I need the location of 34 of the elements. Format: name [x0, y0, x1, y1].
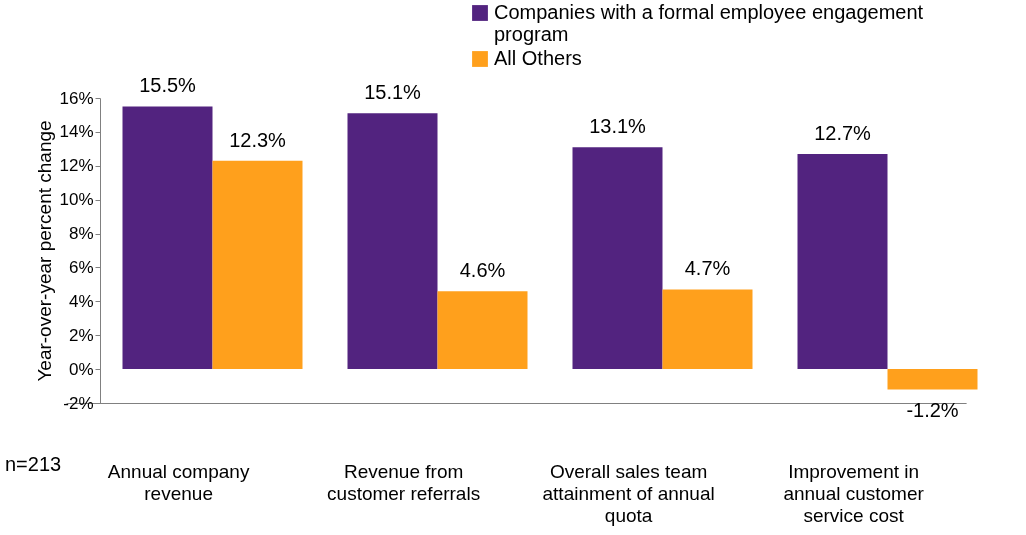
data-label: 12.7% [814, 121, 872, 144]
y-tick-label: 10% [59, 190, 94, 210]
y-tick-label: -2% [63, 393, 94, 413]
x-tick-label: Annual company revenue [107, 461, 250, 505]
data-label: 15.5% [139, 74, 197, 97]
text: n=213 [5, 453, 62, 475]
data-label: 4.7% [684, 257, 731, 280]
data-label: 13.1% [589, 115, 647, 138]
legend-label: Companies with a formal employee engagement program [494, 1, 924, 45]
bar [662, 289, 753, 370]
x-tick-label: Revenue from customer referrals [327, 461, 481, 505]
bar [212, 160, 303, 370]
bar [572, 147, 663, 370]
y-tick-label: 16% [59, 88, 94, 108]
y-tick-label: 4% [68, 291, 94, 311]
x-tick-label: Improvement in annual customer service cost [783, 461, 925, 527]
data-label: 4.6% [459, 259, 506, 282]
bar [797, 153, 888, 370]
data-label: 15.1% [364, 81, 422, 104]
bar [347, 113, 438, 370]
y-tick-label: 14% [59, 122, 94, 142]
y-tick-label: 12% [59, 156, 94, 176]
bar [122, 106, 213, 370]
bar [437, 291, 528, 370]
bar [887, 369, 978, 390]
y-tick-label: 0% [68, 359, 94, 379]
data-label: 12.3% [229, 128, 287, 151]
legend-label: All Others [494, 47, 582, 69]
y-tick-label: 8% [68, 224, 94, 244]
y-axis-title: Year-over-year percent change [34, 120, 56, 382]
y-tick-label: 6% [68, 257, 94, 277]
y-tick-label: 2% [68, 325, 94, 345]
x-tick-label: Overall sales team attainment of annual quota [542, 461, 715, 527]
data-label: -1.2% [906, 399, 959, 422]
